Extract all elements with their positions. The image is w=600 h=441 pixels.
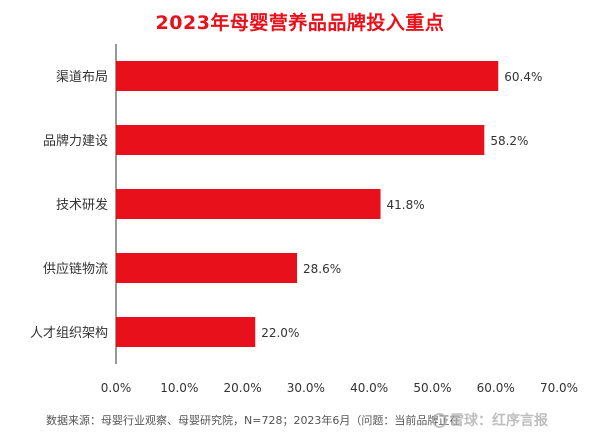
- bar-2: [116, 125, 485, 155]
- value-label-5: 22.0%: [261, 326, 299, 340]
- category-label-2: 品牌力建设: [43, 133, 108, 149]
- value-label-2: 58.2%: [490, 134, 528, 148]
- category-label-5: 人才组织架构: [30, 326, 108, 341]
- watermark: 雪球：红序言报: [432, 410, 592, 430]
- chart-title: 2023年母婴营养品品牌投入重点: [155, 12, 445, 34]
- category-label-4: 供应链物流: [43, 261, 108, 277]
- value-label-3: 41.8%: [387, 198, 425, 212]
- snowball-logo-icon: [432, 413, 447, 428]
- category-label-3: 技术研发: [56, 197, 108, 213]
- bar-4: [116, 253, 297, 283]
- x-tick-label-3: 20.0%: [224, 381, 262, 395]
- x-tick-label-4: 30.0%: [287, 381, 325, 395]
- value-label-4: 28.6%: [303, 262, 341, 276]
- x-tick-label-2: 10.0%: [160, 381, 198, 395]
- bar-5: [116, 317, 256, 347]
- bar-1: [116, 61, 499, 91]
- x-tick-label-8: 70.0%: [540, 381, 578, 395]
- x-tick-label-7: 60.0%: [477, 381, 515, 395]
- watermark-text: 雪球：红序言报: [450, 413, 548, 429]
- x-tick-label-1: 0.0%: [101, 381, 132, 395]
- x-tick-label-6: 50.0%: [413, 381, 451, 395]
- category-label-1: 渠道布局: [56, 70, 108, 85]
- source-note: 数据来源：母婴行业观察、母婴研究院，N=728；2023年6月（问题：当前品牌正…: [46, 414, 461, 427]
- x-tick-label-5: 40.0%: [350, 381, 388, 395]
- bar-3: [116, 189, 381, 219]
- value-label-1: 60.4%: [504, 70, 542, 84]
